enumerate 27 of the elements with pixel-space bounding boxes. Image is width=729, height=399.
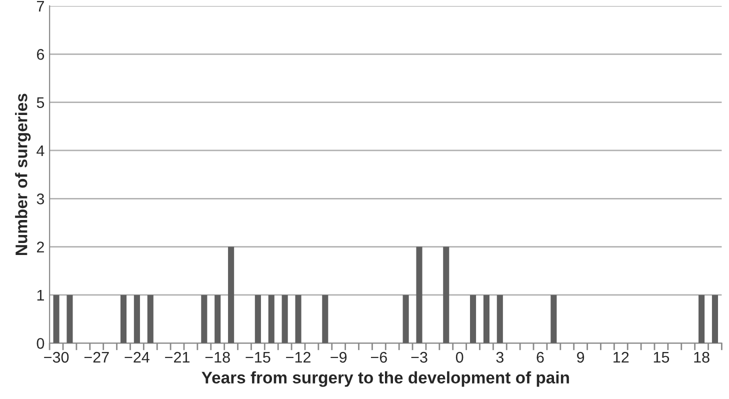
x-tick-label: 9: [577, 352, 584, 363]
x-tick-label: −18: [205, 352, 230, 363]
y-tick-label: 2: [36, 242, 44, 252]
x-tick-label: 0: [456, 352, 464, 363]
x-tick-label: 3: [496, 352, 504, 363]
y-tick-label: 1: [37, 290, 44, 301]
x-tick-label: −3: [411, 352, 428, 363]
y-tick-label: 5: [36, 97, 44, 108]
x-tick-label: −27: [84, 352, 109, 363]
x-tick-label: −9: [330, 352, 347, 363]
y-tick-label: 0: [36, 338, 44, 349]
y-tick-label: 6: [36, 49, 44, 60]
x-tick-label: 15: [654, 352, 670, 363]
y-tick-label: 4: [36, 146, 44, 156]
x-tick-label: −24: [124, 352, 150, 363]
y-tick-label: 7: [37, 1, 44, 12]
x-tick-label: −21: [165, 352, 190, 363]
x-axis-title: Years from surgery to the development of pain: [202, 371, 569, 387]
y-axis-title: Number of surgeries: [15, 94, 31, 255]
x-tick-label: −30: [44, 352, 69, 363]
x-tick-label: 18: [694, 352, 710, 363]
x-tick-label: 12: [614, 352, 629, 363]
x-tick-label: −6: [370, 352, 387, 363]
y-tick-label: 3: [36, 194, 44, 204]
x-tick-label: −15: [246, 352, 270, 363]
x-tick-label: 6: [536, 352, 544, 363]
x-tick-label: −12: [286, 352, 310, 363]
